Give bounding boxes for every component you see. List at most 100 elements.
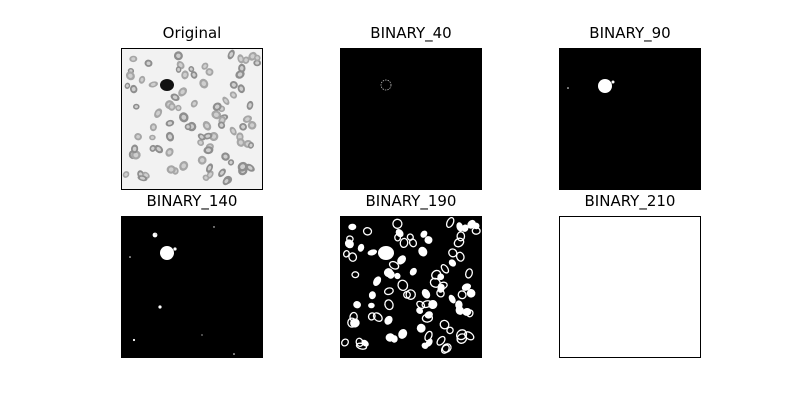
cell-center — [219, 123, 224, 128]
cell-mask — [456, 329, 468, 341]
cell-center — [167, 134, 173, 140]
cell-mask — [384, 299, 394, 311]
cell-mask — [436, 335, 446, 346]
cell-center — [133, 152, 139, 158]
cell-center — [144, 173, 148, 177]
panel-title: BINARY_140 — [146, 192, 238, 210]
cell-mask — [466, 309, 474, 318]
cell-mask — [403, 290, 411, 299]
cell-center — [220, 170, 224, 175]
binary-90-mask — [560, 49, 700, 189]
cell-center — [231, 128, 235, 134]
cell-mask — [466, 289, 476, 298]
cell-mask — [398, 328, 408, 339]
cell-mask — [463, 331, 475, 341]
cell-mask — [441, 343, 452, 353]
cell-center — [255, 61, 260, 65]
cell-mask — [453, 237, 465, 248]
cell-mask — [394, 233, 402, 242]
cell-center — [229, 52, 234, 57]
cell-mask — [440, 264, 450, 274]
cell-mask — [384, 315, 393, 325]
cell-mask — [392, 218, 403, 229]
cell-center — [139, 176, 146, 180]
cell-mask — [355, 342, 368, 350]
cell-mask — [424, 330, 433, 342]
binary-210-mask — [560, 217, 700, 357]
cell-mask — [394, 272, 401, 280]
cell-center — [170, 104, 174, 109]
cell-center — [192, 73, 196, 77]
cell-center — [132, 146, 137, 152]
cell-mask — [383, 287, 394, 296]
cell-center — [177, 67, 181, 72]
cell-center — [181, 114, 187, 120]
cell-mask — [420, 230, 428, 238]
cell-mask — [416, 323, 426, 333]
cell-mask — [421, 342, 429, 349]
cell-mask — [448, 259, 457, 267]
cell-center — [201, 81, 207, 87]
cell-mask — [457, 290, 467, 300]
cell-mask — [351, 271, 360, 279]
cell-center — [223, 154, 228, 159]
cell-mask — [461, 283, 472, 291]
binary-190-image — [340, 216, 482, 358]
cell-center — [203, 64, 207, 69]
cell-mask — [362, 227, 373, 236]
cell-mask — [342, 250, 350, 258]
original-image — [121, 48, 263, 190]
cell-mask — [395, 228, 404, 238]
binary-140-image — [121, 216, 263, 358]
cell-mask — [368, 291, 376, 300]
binary-210-image — [559, 216, 701, 358]
cell-center — [250, 54, 255, 59]
cell-mask — [431, 269, 442, 280]
cell-mask — [439, 319, 450, 330]
cell-mask — [405, 289, 416, 300]
cell-mask — [341, 338, 349, 347]
cell-center — [204, 176, 208, 180]
cell-center — [240, 164, 246, 170]
cell-center — [151, 146, 155, 151]
cell-center — [213, 112, 219, 118]
cell-center — [231, 93, 236, 97]
cell-mask — [418, 246, 428, 257]
cell-center — [125, 84, 129, 88]
cell-mask — [368, 302, 375, 309]
cell-mask — [416, 307, 424, 314]
cell-mask — [361, 339, 369, 347]
cell-mask — [436, 288, 445, 298]
cell-center — [131, 57, 136, 61]
cell-center — [183, 72, 187, 78]
cell-mask — [367, 249, 377, 256]
cell-center — [131, 87, 136, 92]
cell-center — [250, 123, 255, 128]
binary-40-mask — [341, 49, 481, 189]
cell-center — [224, 98, 228, 103]
cell-mask — [421, 300, 433, 309]
cell-center — [176, 106, 180, 110]
cell-mask — [456, 231, 466, 242]
cell-mask — [445, 217, 455, 229]
cell-mask — [397, 279, 409, 291]
cell-mask — [348, 252, 358, 262]
panel-title: BINARY_40 — [370, 24, 452, 42]
cell-mask — [367, 312, 376, 321]
cell-mask — [373, 276, 382, 287]
cell-center — [181, 163, 187, 169]
binary-140-mask — [122, 217, 262, 357]
original-image-cells — [122, 49, 262, 189]
cell-mask — [344, 239, 354, 249]
panel-title: BINARY_90 — [589, 24, 671, 42]
cell-center — [134, 105, 138, 109]
cell-center — [156, 146, 161, 152]
cell-center — [167, 150, 172, 155]
cell-center — [248, 103, 252, 108]
cell-mask — [455, 306, 464, 315]
cell-center — [124, 172, 128, 177]
cell-center — [245, 117, 250, 122]
binary-40-image — [340, 48, 482, 190]
cell-mask — [421, 289, 431, 299]
cell-mask — [388, 260, 400, 270]
